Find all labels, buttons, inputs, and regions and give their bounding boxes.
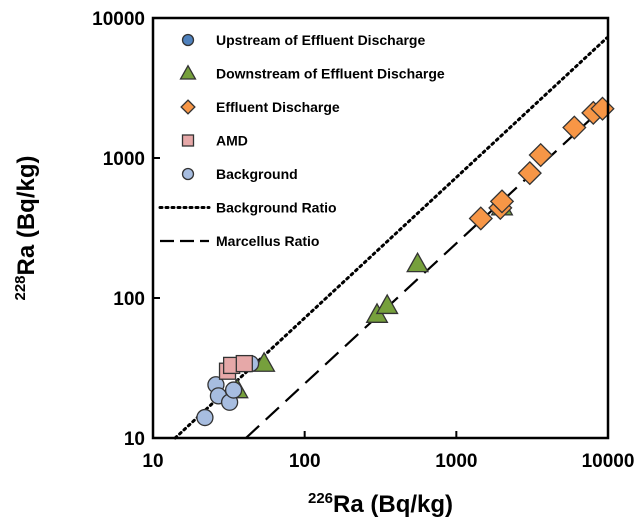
effluent-discharge-point — [489, 189, 515, 214]
downstream-of-effluent-discharge-point — [406, 251, 430, 273]
legend-item-marcellus-ratio: Marcellus Ratio — [160, 233, 319, 249]
plot-frame — [151, 16, 610, 440]
legend-marker-swatch — [181, 167, 195, 181]
x-axis-label-main: Ra (Bq/kg) — [333, 491, 453, 518]
effluent-discharge-point — [528, 142, 553, 168]
effluent-discharge-point — [562, 115, 587, 140]
legend-label: Marcellus Ratio — [216, 233, 319, 249]
effluent-discharge-point — [517, 160, 542, 186]
legend-marker-swatch — [181, 33, 195, 47]
legend-label: Upstream of Effluent Discharge — [216, 32, 425, 48]
legend-label: Background Ratio — [216, 200, 337, 216]
x-axis-label: 226Ra (Bq/kg) — [308, 490, 453, 518]
y-tick-label: 10 — [124, 429, 145, 450]
legend-item-background-ratio: Background Ratio — [158, 200, 337, 216]
y-axis-label-main: Ra (Bq/kg) — [13, 155, 40, 275]
x-tick-label: 100 — [289, 451, 321, 472]
legend-item-background: Background — [181, 166, 298, 182]
x-tick-label: 1000 — [435, 451, 477, 472]
plot-marks — [173, 36, 615, 440]
legend-label: AMD — [216, 133, 248, 149]
legend-label: Downstream of Effluent Discharge — [216, 66, 445, 82]
y-axis-label: 228Ra (Bq/kg) — [12, 155, 40, 300]
legend-label: Effluent Discharge — [216, 99, 340, 115]
legend-label: Background — [216, 166, 298, 182]
legend-marker-swatch — [179, 64, 197, 80]
y-tick-label: 1000 — [103, 149, 145, 170]
x-tick-label: 10 — [142, 451, 163, 472]
y-tick-label: 10000 — [92, 9, 145, 30]
background-point — [224, 381, 243, 399]
y-axis-label-superscript: 228 — [12, 275, 29, 300]
amd-point — [235, 354, 253, 373]
legend-item-upstream-of-effluent-discharge: Upstream of Effluent Discharge — [181, 32, 425, 48]
downstream-of-effluent-discharge-point — [375, 293, 399, 315]
background-point — [196, 408, 214, 427]
x-tick-label: 10000 — [582, 451, 635, 472]
legend-item-amd: AMD — [181, 133, 248, 149]
legend-item-effluent-discharge: Effluent Discharge — [180, 99, 340, 115]
effluent-discharge-point — [468, 206, 493, 231]
legend-item-downstream-of-effluent-discharge: Downstream of Effluent Discharge — [179, 64, 445, 82]
x-axis-label-superscript: 226 — [308, 490, 333, 507]
legend-marker-swatch — [181, 134, 195, 147]
axes: 10 100 1000 10000 10 100 1000 10000 — [92, 9, 634, 472]
y-tick-label: 100 — [113, 289, 145, 310]
legend: Upstream of Effluent Discharge Downstream… — [158, 32, 445, 249]
legend-marker-swatch — [180, 99, 196, 115]
